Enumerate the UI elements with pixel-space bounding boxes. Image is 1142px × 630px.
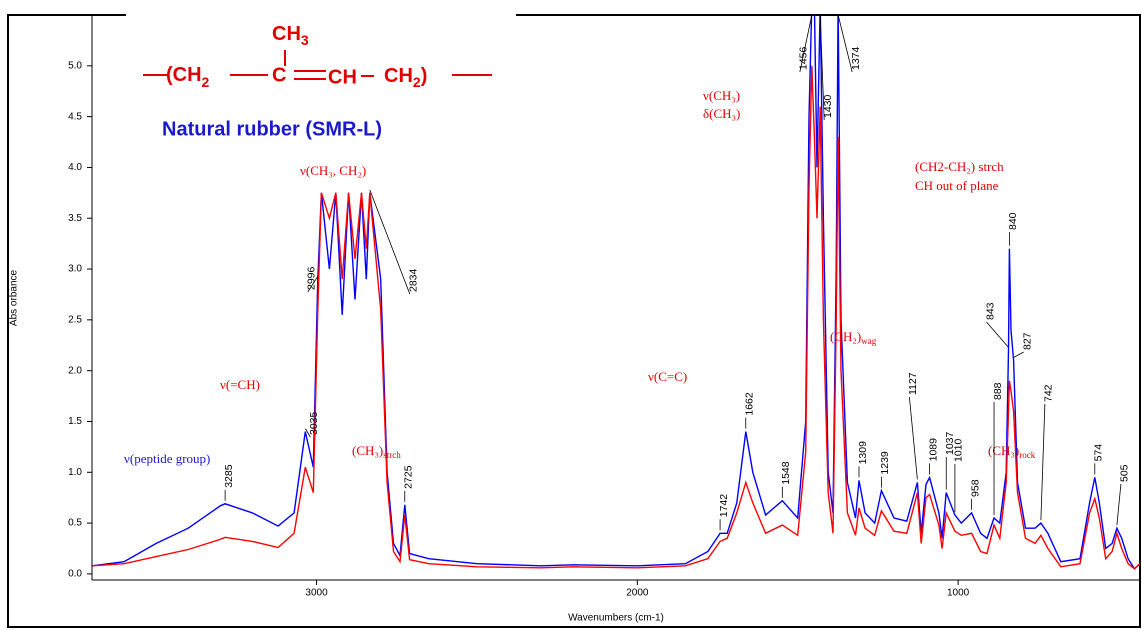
methyl: CH3: [272, 23, 309, 47]
sample-name: Natural rubber (SMR-L): [162, 118, 382, 140]
peak-label: 3035: [308, 411, 320, 435]
x-axis-label: Wavenumbers (cm-1): [568, 613, 664, 624]
end-close: ): [421, 65, 428, 87]
peak-label: 2725: [403, 465, 415, 489]
y-tick-label: 0.5: [68, 518, 82, 529]
peak-label: 1127: [907, 372, 919, 395]
peak-leader: [986, 321, 1009, 348]
peak-label: 2996: [306, 266, 318, 290]
y-tick-label: 2.5: [68, 314, 82, 325]
peak-label: 1430: [822, 94, 834, 118]
annotation: ν(C=C): [648, 369, 687, 384]
x-tick-label: 2000: [626, 588, 649, 599]
annotation: ν(CH₃, CH₂): [300, 163, 366, 178]
peak-leader: [799, 14, 813, 73]
annotations: ν(peptide group) ν(=CH) ν(CH₃, CH₂) (CH₃…: [124, 88, 1036, 466]
peak-label: 1010: [953, 438, 965, 462]
plot-area: [92, 15, 1140, 570]
annotation: ν(CH₃): [703, 88, 740, 103]
peak-leader: [819, 14, 825, 121]
end-group: CH2): [384, 65, 427, 89]
peak-leader: [837, 14, 853, 73]
y-tick-label: 3.5: [68, 213, 82, 224]
annotation: (CH2-CH₂) strch: [915, 159, 1004, 174]
y-axis-label: Abs orbance: [9, 269, 20, 326]
end-sub: 2: [413, 74, 421, 90]
peak-leader: [1040, 403, 1046, 521]
y-tick-label: 4.5: [68, 111, 82, 122]
annotation-text: (CH₂): [830, 329, 861, 344]
annotation: ν(=CH): [220, 377, 260, 392]
left-text: (CH: [166, 64, 202, 86]
peak-leader: [1013, 351, 1024, 358]
peak-label: 1662: [744, 392, 756, 416]
peak-label: 574: [1093, 444, 1105, 462]
peak-label: 827: [1021, 332, 1033, 350]
y-tick-label: 0.0: [68, 569, 82, 580]
peak-label: 958: [969, 479, 981, 497]
peak-leader: [307, 275, 319, 293]
y-tick-label: 1.0: [68, 467, 82, 478]
frame: [7, 14, 1141, 628]
peak-label: 1037: [944, 431, 956, 455]
peak-label: 1309: [857, 441, 869, 465]
peak-label: 1456: [798, 46, 810, 70]
peak-label: 1548: [780, 461, 792, 485]
peak-label: 3285: [223, 464, 235, 488]
methyl-sub: 3: [301, 32, 309, 48]
annotation-sub: wag: [861, 336, 876, 346]
annotation: (CH₃)strch: [352, 443, 401, 460]
peak-label: 843: [984, 302, 996, 320]
spectrum-line: [92, 15, 1140, 570]
ch-group: CH: [328, 66, 357, 88]
peak-label: 742: [1043, 384, 1055, 402]
peak-label: 1742: [718, 494, 730, 518]
y-tick-label: 2.0: [68, 365, 82, 376]
annotation-sub: rock: [1019, 450, 1035, 460]
left-group: (CH2: [166, 64, 210, 89]
peak-label: 505: [1119, 464, 1131, 482]
y-tick-label: 4.0: [68, 162, 82, 173]
peak-label: 1374: [850, 46, 862, 70]
left-sub: 2: [202, 74, 210, 90]
methyl-text: CH: [272, 23, 301, 45]
annotation-text: (CH₃): [352, 443, 383, 458]
annotation-sub: strch: [383, 450, 401, 460]
spectrum-line: [92, 65, 1140, 570]
peak-leader: [304, 428, 311, 438]
peak-label: 1239: [879, 451, 891, 475]
peak-leader: [1116, 483, 1122, 526]
annotation: (CH₃)rock: [988, 443, 1036, 460]
title-backing: [126, 8, 516, 22]
peak-label: 2834: [408, 268, 420, 292]
peak-leader: [369, 189, 411, 295]
annotation: (CH₂)wag: [830, 329, 877, 346]
structure: CH3 (CH2 C CH CH2) Natural rubber (SMR-L…: [143, 23, 492, 140]
center-atom: C: [272, 64, 286, 86]
peak-label: 840: [1007, 212, 1019, 230]
peak-label: 1089: [927, 438, 939, 462]
annotation: CH out of plane: [915, 178, 999, 193]
y-tick-label: 5.0: [68, 60, 82, 71]
y-tick-label: 1.5: [68, 416, 82, 427]
end-text: CH: [384, 65, 413, 87]
annotation: ν(peptide group): [124, 451, 210, 466]
y-tick-label: 3.0: [68, 264, 82, 275]
annotation: δ(CH₃): [703, 106, 740, 121]
peak-leader: [908, 396, 918, 480]
x-tick-label: 1000: [947, 588, 970, 599]
peak-label: 888: [992, 382, 1004, 400]
annotation-text: (CH₃): [988, 443, 1019, 458]
x-tick-label: 3000: [305, 588, 328, 599]
